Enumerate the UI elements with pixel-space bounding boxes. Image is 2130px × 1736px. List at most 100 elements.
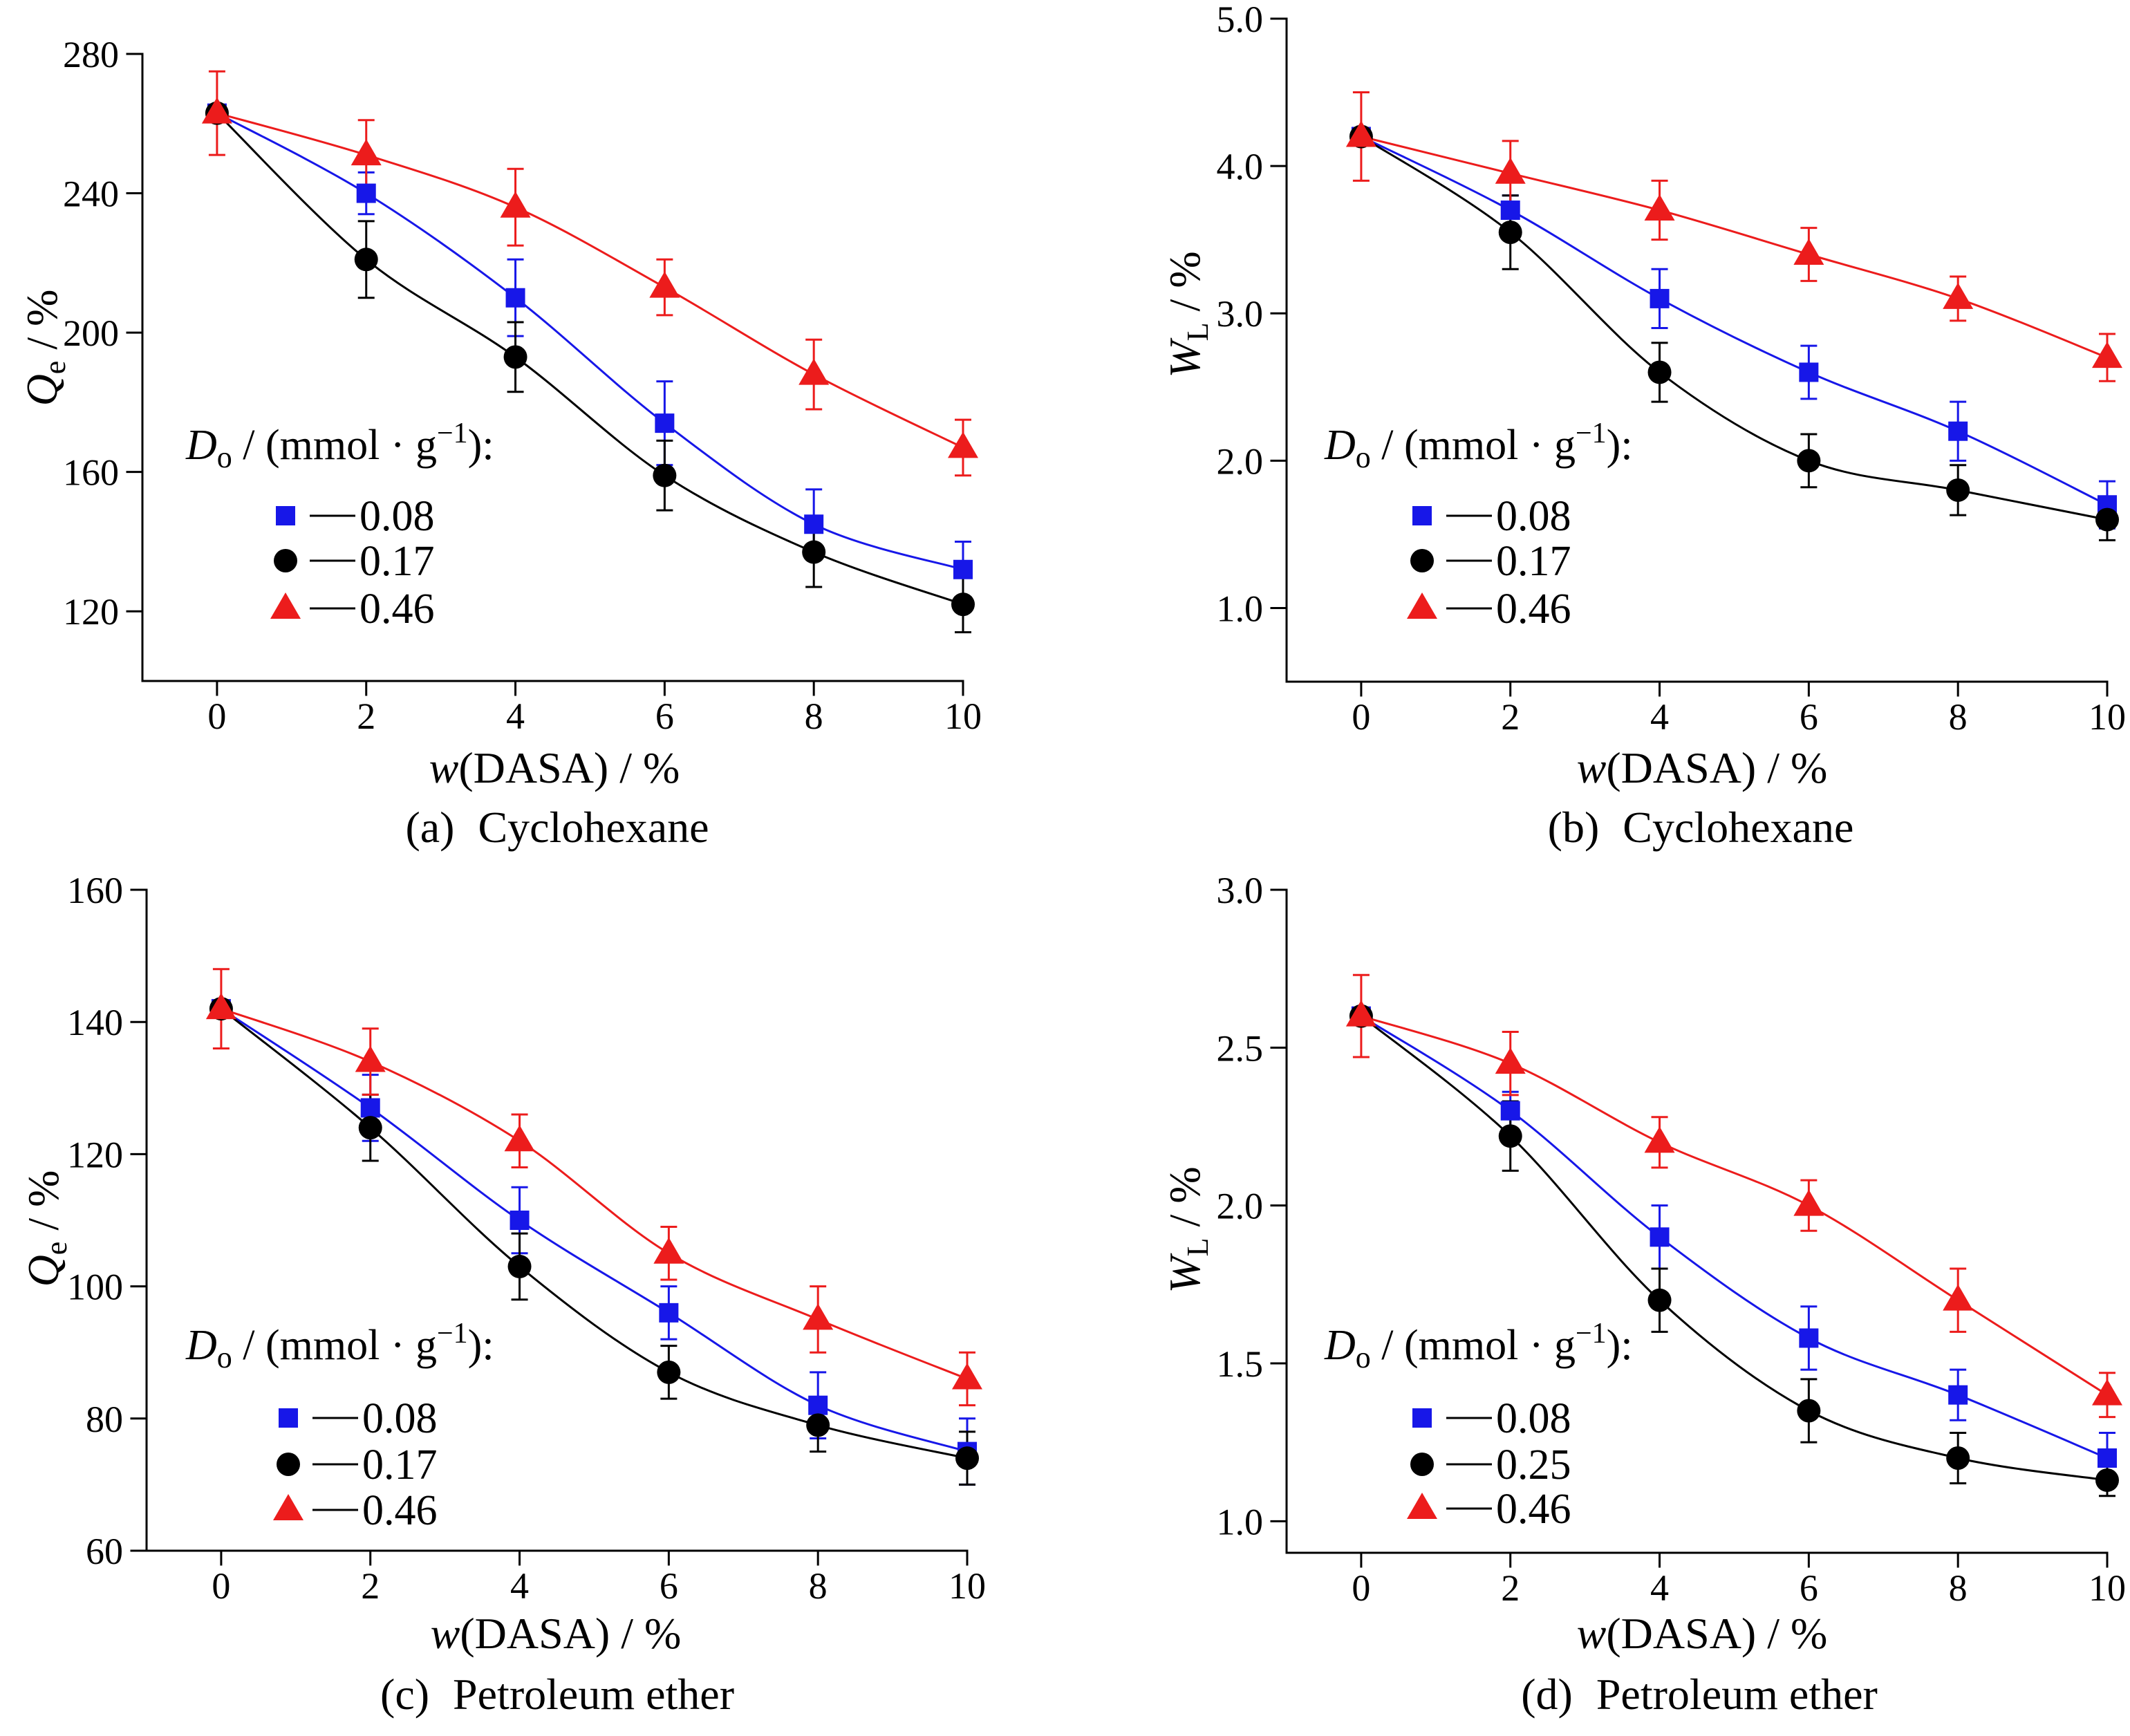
panel-caption: (d) Petroleum ether: [1521, 1670, 1878, 1719]
data-point: [1946, 1446, 1970, 1470]
data-point: [1948, 1385, 1968, 1405]
y-tick-label: 1.0: [1217, 588, 1264, 629]
panel-a: 120 160 200 240 280 0 2 4 6 8 10 w(DASA) / % Qe / % (…: [17, 34, 982, 852]
legend-entry-label: 0.46: [1496, 586, 1571, 633]
data-point: [802, 540, 826, 564]
data-point: [2095, 1468, 2119, 1492]
data-point: [1644, 1126, 1675, 1153]
data-point: [1799, 1328, 1819, 1348]
legend-title-symbol: D: [185, 1322, 217, 1369]
legend-title-end: ):: [468, 1322, 494, 1369]
data-point: [507, 1254, 532, 1278]
legend-entry-label: 0.08: [359, 493, 435, 540]
legend: Do / (mmol · g−1): 0.080.170.46: [185, 1318, 494, 1534]
data-point: [1793, 1189, 1824, 1216]
panel-caption-label: (d): [1521, 1670, 1573, 1719]
data-point: [1644, 194, 1675, 221]
data-point: [360, 1098, 380, 1118]
legend-title-text: / (mmol · g: [232, 422, 437, 469]
x-tick-label: 4: [506, 696, 525, 737]
y-tick-label: 5.0: [1217, 0, 1264, 40]
y-tick-label: 2.0: [1217, 1186, 1264, 1227]
legend-title-text: / (mmol · g: [1371, 1322, 1576, 1369]
x-tick-label: 0: [1352, 1567, 1370, 1609]
x-tick-label: 4: [1650, 696, 1669, 738]
x-tick-label: 2: [361, 1565, 380, 1607]
data-point: [356, 183, 376, 203]
x-axis-label-symbol: w: [1577, 1609, 1607, 1658]
data-point: [358, 1116, 382, 1140]
series-curve: [216, 112, 964, 449]
legend-title-superscript: −1: [1576, 1318, 1607, 1350]
x-tick-label: 10: [949, 1565, 986, 1607]
x-tick-label: 8: [805, 696, 823, 737]
legend-marker-square: [1412, 506, 1432, 525]
legend-entry-label: 0.08: [1496, 1395, 1571, 1442]
y-axis-label-subscript: e: [38, 361, 72, 375]
y-tick-label: 80: [86, 1399, 123, 1440]
legend-marker-circle: [277, 1453, 300, 1476]
x-tick-label: 4: [1650, 1567, 1669, 1609]
y-tick-label: 3.0: [1217, 293, 1264, 335]
y-tick-label: 160: [67, 870, 123, 911]
legend: Do / (mmol · g−1): 0.080.250.46: [1324, 1318, 1633, 1533]
data-point: [1799, 362, 1819, 382]
panel-caption-title: Cyclohexane: [478, 803, 709, 852]
x-axis-label: w(DASA) / %: [431, 1609, 682, 1658]
panel-caption-label: (b): [1548, 803, 1600, 852]
legend-title: Do / (mmol · g−1):: [185, 418, 494, 474]
data-point: [803, 1303, 834, 1330]
x-tick-label: 0: [1352, 696, 1370, 738]
x-tick-label: 8: [1949, 696, 1968, 738]
legend: Do / (mmol · g−1): 0.080.170.46: [185, 418, 494, 633]
data-point: [808, 1395, 828, 1415]
data-point: [1943, 1284, 1974, 1311]
data-point: [798, 358, 830, 385]
x-tick-label: 8: [809, 1565, 828, 1607]
panel-b: 1.0 2.0 3.0 4.0 5.0 0 2 4 6 8 10 w(DASA) / % WL / % (…: [1160, 0, 2126, 852]
legend-title-superscript: −1: [437, 418, 468, 449]
legend-marker-triangle: [270, 592, 301, 619]
series-curve: [221, 1007, 968, 1380]
x-tick-label: 0: [212, 1565, 230, 1607]
legend-entry-label: 0.46: [362, 1487, 438, 1534]
x-tick-label: 8: [1949, 1567, 1968, 1609]
legend-entry-label: 0.08: [362, 1395, 438, 1442]
x-tick-label: 6: [1800, 696, 1818, 738]
y-axis-label-text: / %: [19, 1170, 68, 1242]
y-axis-label-subscript: L: [1181, 1238, 1215, 1256]
panel-caption: (c) Petroleum ether: [380, 1670, 734, 1719]
legend-title: Do / (mmol · g−1):: [1324, 418, 1633, 474]
series-curve: [1361, 1015, 2108, 1396]
x-axis-label-symbol: w: [1577, 743, 1607, 792]
legend-entry-label: 0.25: [1496, 1441, 1571, 1488]
data-point: [2098, 1448, 2117, 1468]
legend-title-subscript: o: [1356, 1341, 1371, 1374]
data-point: [1647, 1288, 1672, 1312]
data-point: [1650, 288, 1670, 308]
legend-title-superscript: −1: [1576, 418, 1607, 449]
data-point: [205, 993, 236, 1020]
y-tick-label: 1.5: [1217, 1343, 1264, 1385]
data-point: [657, 1360, 681, 1384]
y-tick-label: 2.0: [1217, 440, 1264, 482]
data-point: [948, 431, 978, 458]
legend-entry-label: 0.46: [1496, 1486, 1571, 1533]
panel-c: 60 80 100 120 140 160 0 2 4 6 8 10 w(DASA) / % Qe / %…: [19, 870, 986, 1719]
data-point: [500, 191, 531, 218]
data-point: [1345, 120, 1376, 147]
data-point: [2095, 507, 2119, 532]
data-point: [201, 97, 232, 124]
x-tick-label: 6: [655, 696, 674, 737]
data-point: [1797, 449, 1821, 473]
legend: Do / (mmol · g−1): 0.080.170.46: [1324, 418, 1633, 633]
legend-title-symbol: D: [1324, 1322, 1356, 1369]
data-point: [1797, 1399, 1821, 1423]
data-point: [806, 1413, 830, 1437]
data-point: [1946, 478, 1970, 502]
legend-marker-circle: [1410, 549, 1434, 572]
y-tick-label: 3.0: [1217, 870, 1264, 911]
legend-title-superscript: −1: [437, 1318, 468, 1350]
x-tick-label: 0: [207, 696, 226, 737]
